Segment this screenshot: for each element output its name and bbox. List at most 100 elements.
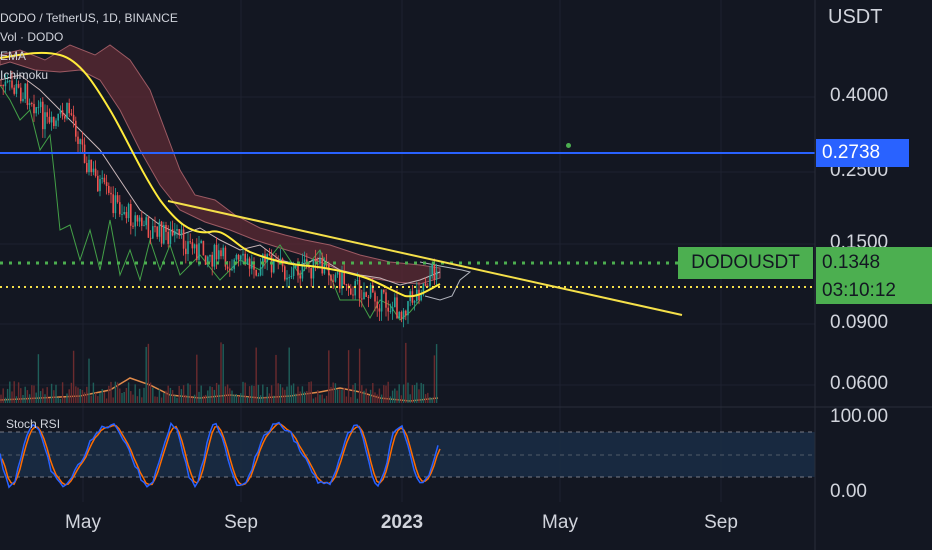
volume-bar (57, 397, 59, 403)
candle-body (171, 229, 174, 236)
volume-bar (77, 387, 79, 403)
volume-bar (154, 396, 156, 403)
ichimoku-conversion-line (0, 74, 441, 286)
volume-bar (218, 384, 220, 403)
stoch-rsi-title[interactable]: Stoch RSI (6, 417, 61, 431)
lagging-span (0, 84, 421, 321)
candle-body (66, 102, 68, 119)
volume-bar (121, 392, 123, 403)
symbol-tag[interactable]: DODOUSDT (678, 247, 813, 279)
volume-bar (299, 391, 301, 403)
candle-body (237, 254, 240, 260)
volume-bar (334, 383, 337, 403)
volume-bar (363, 390, 365, 403)
volume-bar (185, 394, 187, 403)
indicator-ichimoku[interactable]: Ichimoku (0, 68, 49, 82)
candle-body (59, 110, 62, 114)
volume-bar (369, 389, 372, 403)
candle-body (367, 296, 370, 298)
volume-bar (110, 381, 112, 403)
volume-bar (427, 392, 429, 403)
candle-body (22, 98, 24, 102)
volume-bar (169, 387, 172, 403)
volume-bar (15, 396, 18, 403)
volume-bar (81, 389, 84, 403)
candle-body (365, 292, 367, 297)
candle-body (433, 263, 436, 280)
indicator-ema[interactable]: EMA (0, 49, 27, 63)
candle-body (398, 311, 400, 319)
volume-bar (233, 394, 235, 403)
candle-body (136, 215, 139, 222)
volume-bar (308, 382, 310, 403)
candle-body (356, 280, 359, 282)
volume-bar (372, 383, 374, 403)
alert-dot[interactable] (566, 143, 571, 148)
volume-bar (37, 354, 40, 403)
candle-body (275, 258, 277, 260)
volume-bar (28, 394, 31, 403)
stoch-tick: 0.00 (830, 481, 867, 502)
candle-body (103, 177, 106, 183)
volume-bar (55, 384, 57, 403)
volume-bar (215, 382, 218, 403)
volume-bar (290, 385, 293, 403)
volume-bar (90, 395, 92, 403)
descending-trendline[interactable] (167, 200, 683, 316)
volume-bar (31, 385, 33, 403)
candle-body (424, 283, 427, 286)
volume-bar (211, 387, 213, 403)
volume-bar (248, 386, 251, 403)
currency-label[interactable]: USDT (828, 6, 883, 28)
volume-bar (310, 381, 312, 403)
candle-body (141, 217, 143, 226)
volume-bar (345, 396, 348, 403)
candle-body (64, 116, 66, 119)
volume-bar (332, 382, 334, 403)
volume-bar (383, 385, 385, 403)
candle-body (176, 228, 178, 231)
volume-bar (336, 389, 339, 403)
candle-body (108, 185, 110, 193)
volume-bar (284, 389, 286, 403)
candle-body (193, 244, 196, 249)
price-tick: 0.0600 (830, 373, 889, 394)
volume-bar (275, 354, 277, 403)
horizontal-line-price-tag[interactable]: 0.2738 (816, 139, 909, 167)
candle-body (334, 274, 337, 282)
stoch-d-line (1, 422, 441, 486)
candle-body (336, 272, 339, 275)
candle-body (127, 204, 130, 219)
volume-bar (50, 383, 53, 403)
candle-body (257, 275, 260, 277)
candle-body (125, 212, 128, 219)
candle-body (191, 242, 194, 249)
indicator-volume[interactable]: Vol · DODO (0, 30, 64, 44)
candle-body (39, 101, 42, 108)
candle-body (312, 259, 315, 279)
volume-bar (422, 384, 425, 403)
candle-body (361, 298, 363, 300)
volume-bar (314, 397, 317, 403)
volume-bar (374, 392, 376, 403)
candle-body (156, 226, 158, 237)
stoch-tick: 100.00 (830, 406, 889, 427)
candle-body (147, 217, 150, 238)
candle-body (132, 225, 134, 227)
volume-bar (270, 385, 273, 403)
candle-body (180, 229, 183, 235)
candle-body (81, 139, 84, 145)
candle-body (385, 292, 387, 308)
candle-body (90, 159, 92, 173)
volume-bar (92, 382, 95, 403)
candle-body (303, 259, 306, 262)
volume-bar (431, 397, 433, 403)
candle-body (178, 228, 180, 235)
candle-body (301, 261, 304, 279)
candle-body (402, 310, 405, 320)
candle-body (79, 139, 81, 144)
symbol-title[interactable]: DODO / TetherUS, 1D, BINANCE (0, 11, 178, 25)
candle-body (42, 101, 44, 130)
last-price-tag[interactable]: 0.1348 (816, 247, 932, 278)
